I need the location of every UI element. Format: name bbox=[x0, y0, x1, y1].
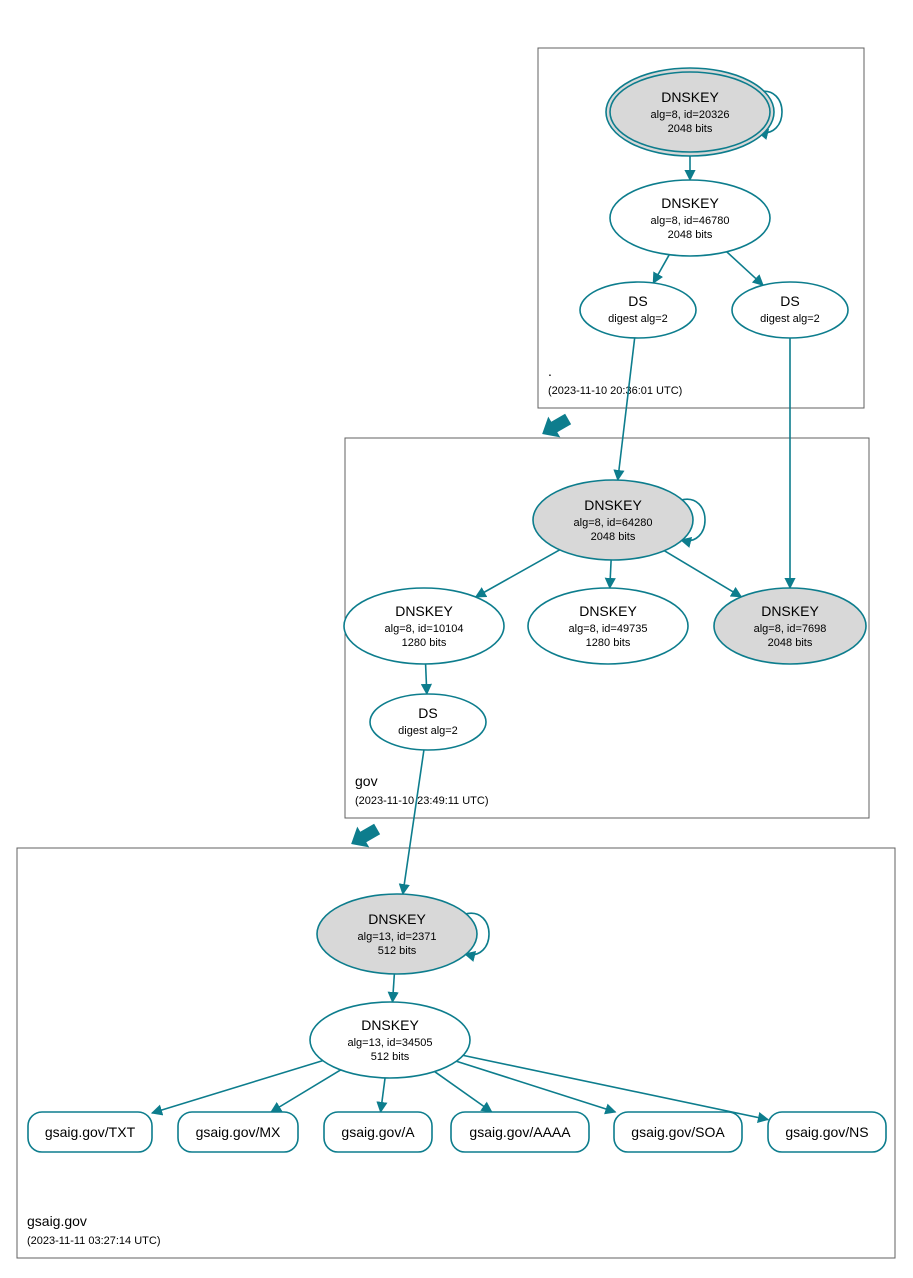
node-text: DNSKEY bbox=[368, 911, 426, 927]
node-n1: DNSKEY alg=8, id=20326 2048 bits bbox=[606, 68, 774, 156]
node-n11: DNSKEY alg=13, id=34505 512 bits bbox=[310, 1002, 470, 1078]
node-text: alg=8, id=49735 bbox=[569, 623, 648, 635]
node-text: digest alg=2 bbox=[760, 313, 820, 325]
node-text: DS bbox=[418, 705, 437, 721]
node-text: 1280 bits bbox=[402, 637, 447, 649]
edge bbox=[610, 560, 611, 588]
zone-label: gov bbox=[355, 773, 378, 789]
zone-timestamp: (2023-11-11 03:27:14 UTC) bbox=[27, 1235, 161, 1247]
node-n6: DNSKEY alg=8, id=10104 1280 bits bbox=[344, 588, 504, 664]
edge bbox=[403, 750, 424, 894]
node-text: DNSKEY bbox=[661, 89, 719, 105]
edge bbox=[727, 252, 763, 285]
node-n8: DNSKEY alg=8, id=7698 2048 bits bbox=[714, 588, 866, 664]
node-text: 512 bits bbox=[378, 945, 417, 957]
zone-timestamp: (2023-11-10 23:49:11 UTC) bbox=[355, 795, 489, 807]
node-text: gsaig.gov/SOA bbox=[631, 1124, 725, 1140]
node-text: alg=13, id=34505 bbox=[347, 1037, 432, 1049]
edge bbox=[435, 1072, 492, 1112]
node-text: DS bbox=[628, 293, 647, 309]
node-n10: DNSKEY alg=13, id=2371 512 bits bbox=[317, 894, 477, 974]
node-text: DS bbox=[780, 293, 799, 309]
edge bbox=[653, 255, 669, 283]
edge bbox=[476, 550, 560, 597]
node-text: 512 bits bbox=[371, 1051, 410, 1063]
node-text: gsaig.gov/AAAA bbox=[469, 1124, 571, 1140]
node-text: DNSKEY bbox=[579, 603, 637, 619]
node-r2: gsaig.gov/MX bbox=[178, 1112, 298, 1152]
node-text: alg=8, id=64280 bbox=[574, 517, 653, 529]
node-text: DNSKEY bbox=[361, 1017, 419, 1033]
node-r5: gsaig.gov/SOA bbox=[614, 1112, 742, 1152]
node-n2: DNSKEY alg=8, id=46780 2048 bits bbox=[610, 180, 770, 256]
edge bbox=[271, 1070, 341, 1112]
node-text: alg=8, id=7698 bbox=[754, 623, 827, 635]
edge bbox=[152, 1061, 323, 1113]
node-r1: gsaig.gov/TXT bbox=[28, 1112, 152, 1152]
node-text: 1280 bits bbox=[586, 637, 631, 649]
node-text: alg=8, id=46780 bbox=[651, 215, 730, 227]
node-text: alg=13, id=2371 bbox=[358, 931, 437, 943]
node-r6: gsaig.gov/NS bbox=[768, 1112, 886, 1152]
node-n5: DNSKEY alg=8, id=64280 2048 bits bbox=[533, 480, 693, 560]
node-text: alg=8, id=10104 bbox=[385, 623, 464, 635]
node-r4: gsaig.gov/AAAA bbox=[451, 1112, 589, 1152]
edge bbox=[618, 338, 635, 480]
node-text: gsaig.gov/NS bbox=[785, 1124, 868, 1140]
node-text: DNSKEY bbox=[395, 603, 453, 619]
node-text: gsaig.gov/TXT bbox=[45, 1124, 136, 1140]
node-n9: DS digest alg=2 bbox=[370, 694, 486, 750]
node-text: 2048 bits bbox=[668, 123, 713, 135]
edge bbox=[426, 664, 427, 694]
node-n4: DS digest alg=2 bbox=[732, 282, 848, 338]
edge bbox=[393, 974, 395, 1002]
node-text: digest alg=2 bbox=[398, 725, 458, 737]
edge bbox=[664, 551, 741, 597]
node-text: 2048 bits bbox=[768, 637, 813, 649]
node-text: 2048 bits bbox=[591, 531, 636, 543]
zone-label: . bbox=[548, 363, 552, 379]
node-text: gsaig.gov/MX bbox=[196, 1124, 281, 1140]
zone-label: gsaig.gov bbox=[27, 1213, 87, 1229]
node-text: DNSKEY bbox=[584, 497, 642, 513]
edge bbox=[463, 1055, 768, 1119]
node-text: DNSKEY bbox=[661, 195, 719, 211]
node-text: DNSKEY bbox=[761, 603, 819, 619]
node-r3: gsaig.gov/A bbox=[324, 1112, 432, 1152]
zone-arrow bbox=[536, 409, 574, 445]
zone-arrow bbox=[345, 819, 383, 855]
edge bbox=[381, 1078, 385, 1112]
node-text: alg=8, id=20326 bbox=[651, 109, 730, 121]
dnssec-diagram: . (2023-11-10 20:36:01 UTC) gov (2023-11-10… bbox=[0, 0, 913, 1278]
node-text: 2048 bits bbox=[668, 229, 713, 241]
node-n3: DS digest alg=2 bbox=[580, 282, 696, 338]
zone-timestamp: (2023-11-10 20:36:01 UTC) bbox=[548, 385, 682, 397]
node-text: digest alg=2 bbox=[608, 313, 668, 325]
node-text: gsaig.gov/A bbox=[341, 1124, 415, 1140]
node-n7: DNSKEY alg=8, id=49735 1280 bits bbox=[528, 588, 688, 664]
